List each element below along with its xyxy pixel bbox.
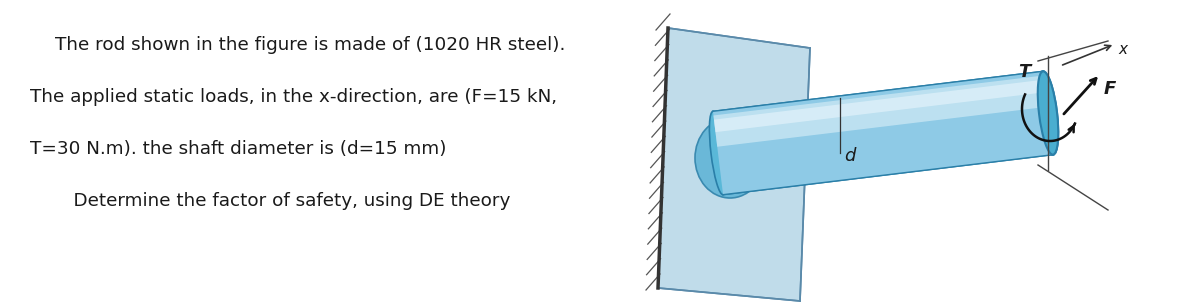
Text: The applied static loads, in the x-direction, are (F=15 kN,: The applied static loads, in the x-direc… bbox=[30, 88, 557, 106]
Text: Determine the factor of safety, using DE theory: Determine the factor of safety, using DE… bbox=[50, 192, 510, 210]
Text: T: T bbox=[1018, 63, 1031, 81]
Polygon shape bbox=[714, 76, 1048, 147]
Ellipse shape bbox=[1038, 71, 1058, 155]
Ellipse shape bbox=[695, 118, 766, 198]
Text: T=30 N.m). the shaft diameter is (d=15 mm): T=30 N.m). the shaft diameter is (d=15 m… bbox=[30, 140, 446, 158]
Polygon shape bbox=[713, 71, 1054, 195]
Ellipse shape bbox=[709, 111, 726, 195]
Text: d: d bbox=[844, 147, 856, 165]
Polygon shape bbox=[658, 28, 810, 301]
Text: F: F bbox=[1104, 80, 1116, 98]
Ellipse shape bbox=[1038, 71, 1058, 155]
Text: x: x bbox=[1118, 42, 1127, 57]
Text: The rod shown in the figure is made of (1020 HR steel).: The rod shown in the figure is made of (… bbox=[55, 36, 565, 54]
Polygon shape bbox=[713, 71, 1054, 195]
Polygon shape bbox=[714, 80, 1045, 132]
Polygon shape bbox=[714, 76, 1048, 147]
Polygon shape bbox=[714, 80, 1045, 132]
